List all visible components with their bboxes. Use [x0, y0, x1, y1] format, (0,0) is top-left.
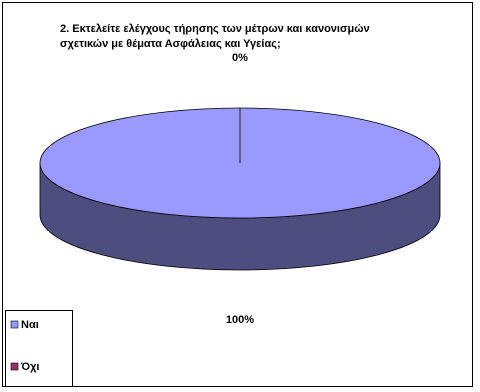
legend-label: Ναι: [21, 319, 39, 331]
chart-title: 2. Εκτελείτε ελέγχους τήρησης των μέτρων…: [60, 23, 370, 50]
legend-label: Όχι: [20, 361, 39, 373]
data-label: 100%: [226, 314, 254, 326]
legend-swatch: [10, 320, 19, 329]
legend-swatch: [10, 362, 19, 371]
data-label: 0%: [232, 52, 248, 64]
